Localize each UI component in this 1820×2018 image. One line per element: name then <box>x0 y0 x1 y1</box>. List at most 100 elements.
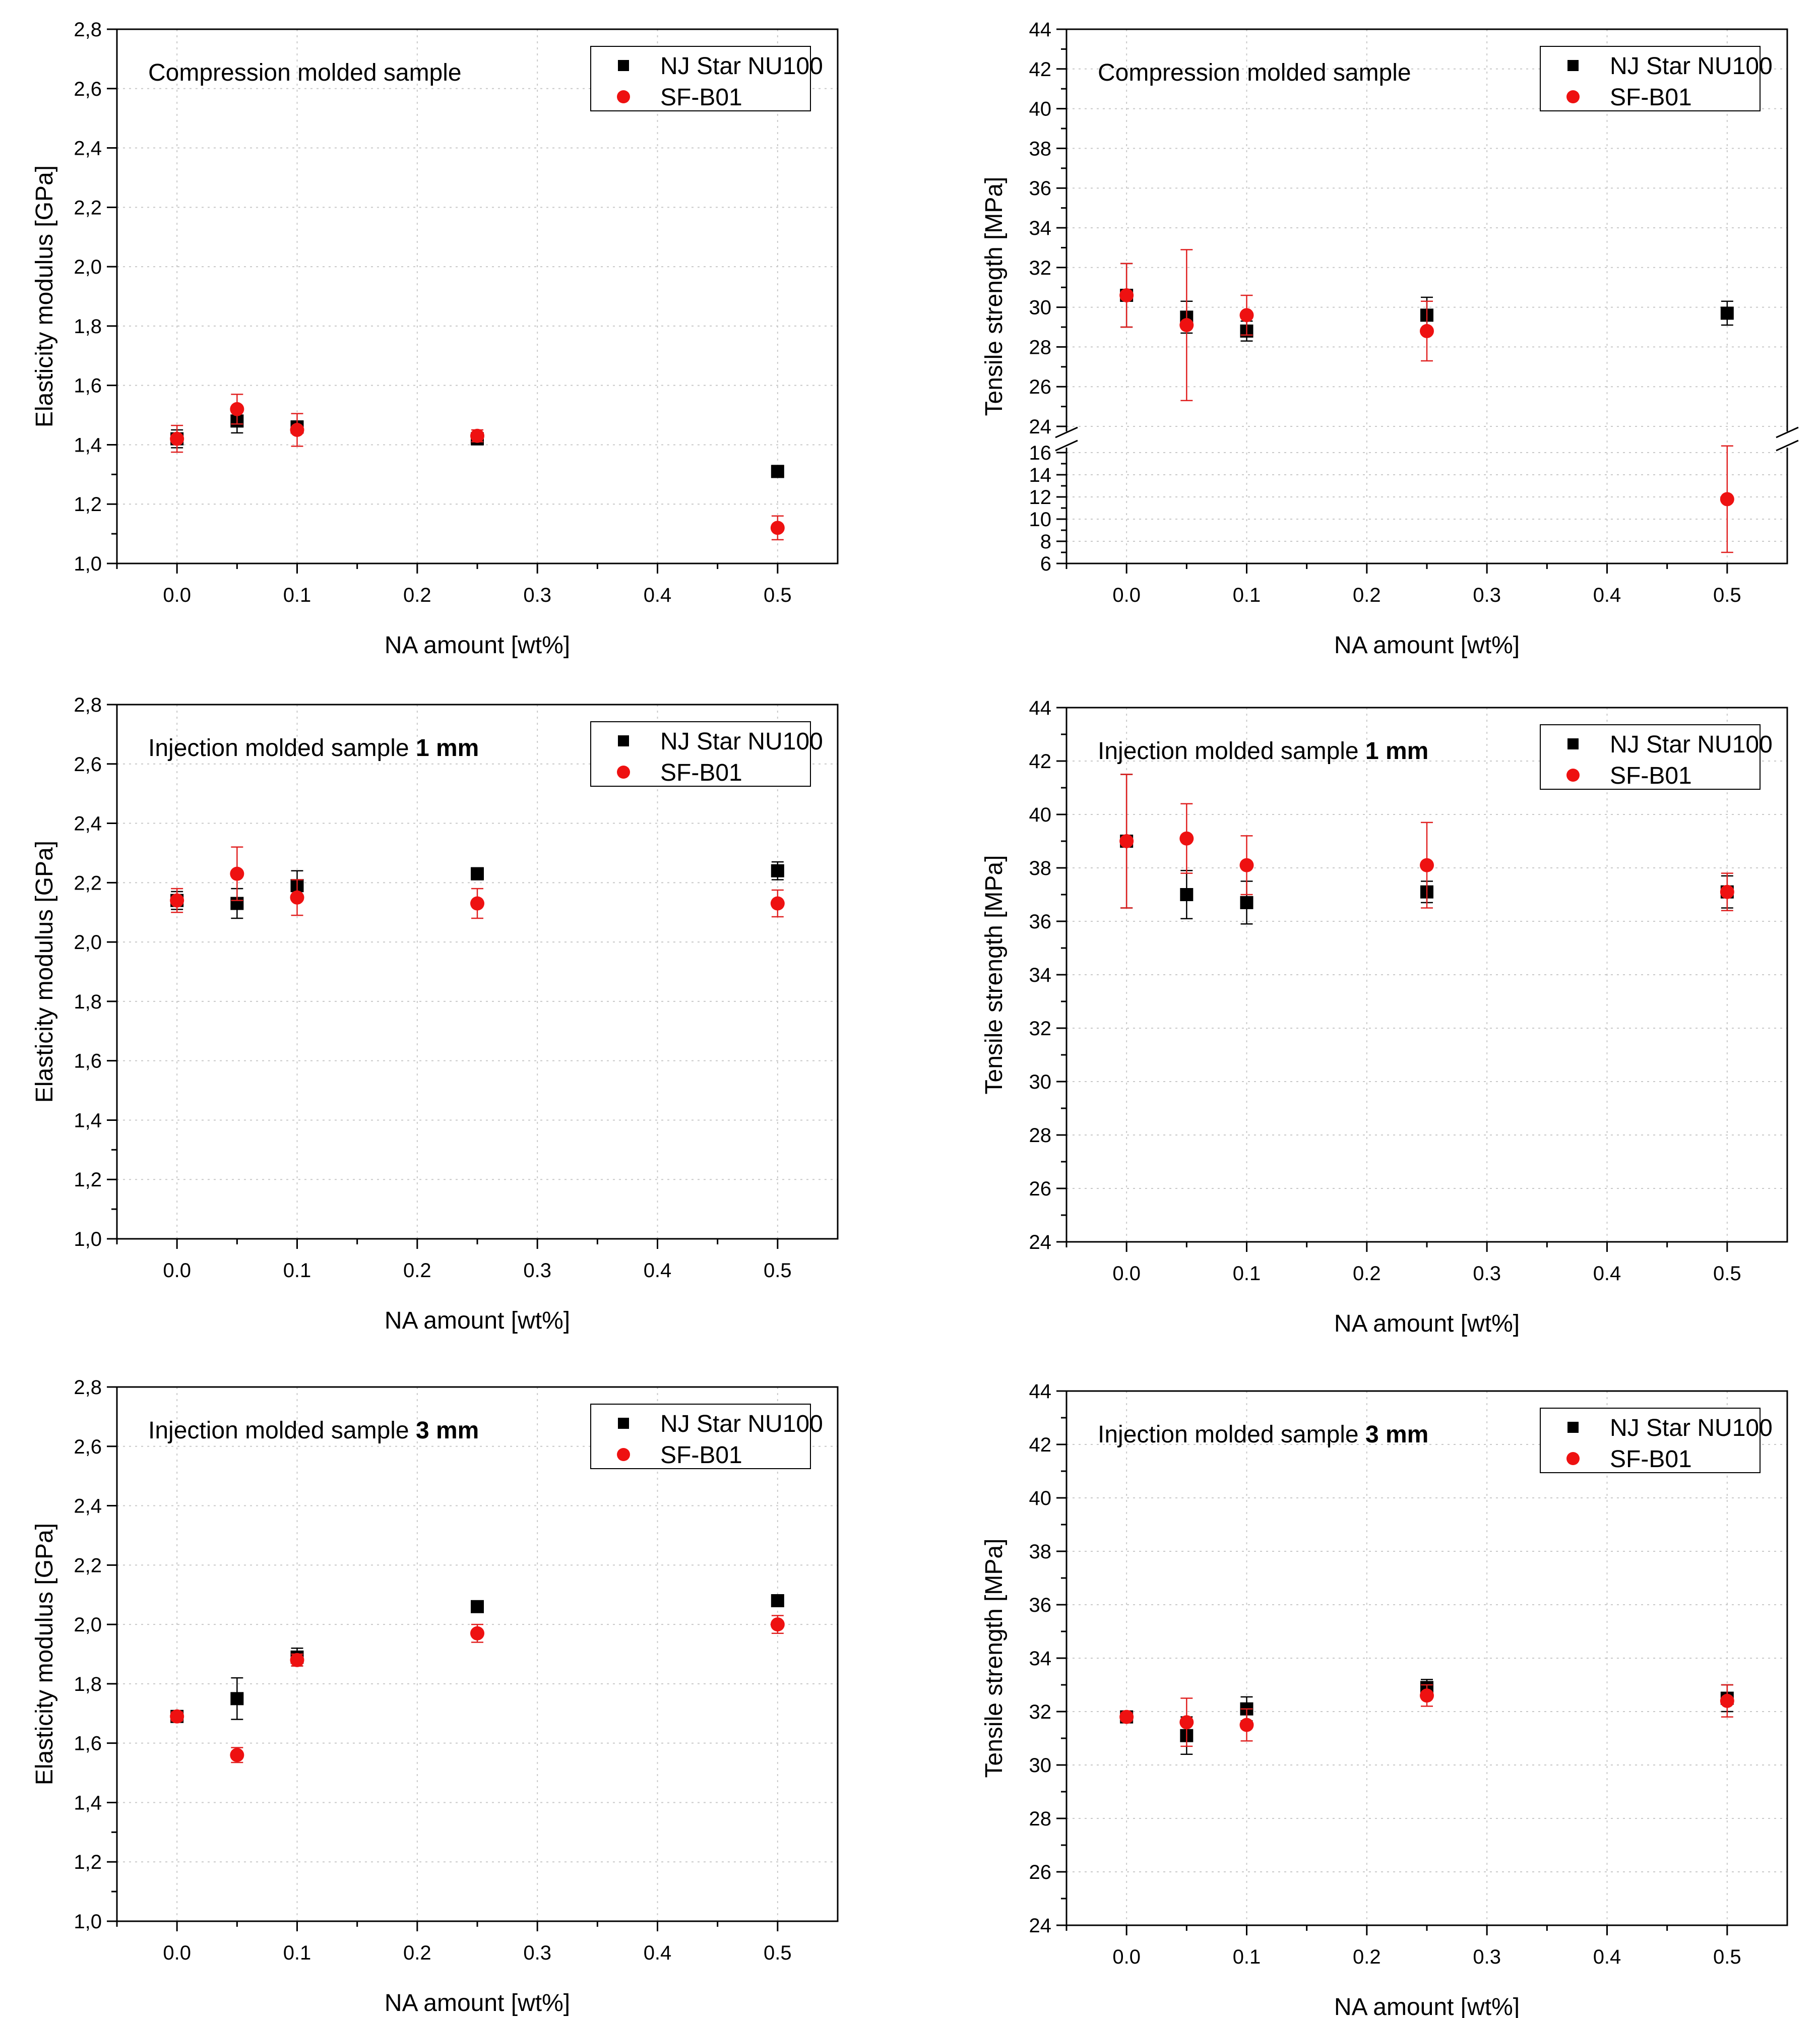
legend-label: SF-B01 <box>660 1442 742 1469</box>
y-tick-label: 2,4 <box>74 1495 102 1518</box>
data-point-circle <box>1119 834 1134 848</box>
data-point-circle <box>170 1709 184 1724</box>
y-tick-label: 42 <box>1029 1434 1052 1456</box>
y-tick-label: 30 <box>1029 1754 1052 1777</box>
panel-cm-modulus: 0.0 0.1 0.2 0.3 0.4 0.5 1,0 1,2 1,4 1,6 1,8 2,0 2,2 2… <box>31 19 839 659</box>
x-tick-label: 0.0 <box>1112 1263 1141 1285</box>
y-tick-label: 44 <box>1029 1380 1052 1403</box>
series-sf-b01 <box>170 394 785 541</box>
legend-label: NJ Star NU100 <box>1610 1415 1773 1441</box>
y-tick-label: 44 <box>1029 19 1052 41</box>
x-tick-label: 0.3 <box>1473 1263 1501 1285</box>
panel-annotation: Injection molded sample 3 mm <box>148 1417 479 1444</box>
y-tick-label: 2,2 <box>74 197 102 219</box>
y-tick-label: 42 <box>1029 750 1052 773</box>
y-tick-label: 1,4 <box>74 1792 102 1814</box>
x-tick-label: 0.0 <box>163 584 191 606</box>
data-point-circle <box>170 893 184 908</box>
data-point-circle <box>290 1653 304 1667</box>
x-tick-label: 0.4 <box>644 584 672 606</box>
panel-annotation: Compression molded sample <box>1098 59 1411 86</box>
legend: NJ Star NU100 SF-B01 <box>590 1404 823 1469</box>
x-axis-title: NA amount [wt%] <box>1334 1310 1520 1337</box>
data-point-circle <box>770 521 785 535</box>
y-tick-label: 26 <box>1029 376 1052 398</box>
x-tick-label: 0.1 <box>1233 1263 1261 1285</box>
y-tick-label: 1,8 <box>74 991 102 1013</box>
data-point-square <box>471 1600 484 1613</box>
y-tick-label: 40 <box>1029 98 1052 120</box>
legend-label: SF-B01 <box>660 84 742 111</box>
data-point-circle <box>470 896 484 911</box>
y-tick-label: 2,2 <box>74 1554 102 1576</box>
legend-label: NJ Star NU100 <box>660 1411 823 1437</box>
annotation-bold: 1 mm <box>416 735 479 762</box>
x-axis-title: NA amount [wt%] <box>385 1307 570 1334</box>
data-point-circle <box>770 1617 785 1632</box>
axis-break-mark <box>1776 426 1799 438</box>
panel-cm-tensile: 0.0 0.1 0.2 0.3 0.4 0.5 24 26 28 30 32 34 36 38 40 42 44… <box>981 19 1799 659</box>
x-tick-label: 0.5 <box>764 584 792 606</box>
data-point-circle <box>1420 1688 1434 1703</box>
x-tick-label: 0.1 <box>283 1942 311 1964</box>
y-tick-label: 1,2 <box>74 1851 102 1873</box>
y-tick-label: 24 <box>1029 1915 1052 1937</box>
y-tick-label: 34 <box>1029 217 1052 239</box>
y-tick-label: 8 <box>1040 531 1051 553</box>
x-tick-label: 0.2 <box>1353 1946 1381 1968</box>
x-tick-label: 0.5 <box>1713 1946 1741 1968</box>
y-tick-label: 30 <box>1029 1071 1052 1093</box>
y-tick-label: 2,0 <box>74 931 102 954</box>
x-tick-label: 0.3 <box>1473 1946 1501 1968</box>
data-point-circle <box>1239 308 1254 323</box>
x-tick-label: 0.5 <box>764 1259 792 1282</box>
legend-label: SF-B01 <box>1610 763 1692 789</box>
annotation-bold: 3 mm <box>1365 1421 1428 1448</box>
x-axis-title: NA amount [wt%] <box>385 1990 570 2016</box>
data-point-circle <box>1119 1710 1134 1724</box>
annotation-bold: 1 mm <box>1365 738 1428 765</box>
x-tick-label: 0.0 <box>1112 1946 1141 1968</box>
y-tick-label: 44 <box>1029 697 1052 719</box>
axis-break-mark <box>1055 426 1078 438</box>
y-tick-label: 1,0 <box>74 553 102 575</box>
x-tick-label: 0.1 <box>283 584 311 606</box>
data-point-circle <box>1420 324 1434 338</box>
legend-marker-square <box>618 735 629 746</box>
y-tick-label: 16 <box>1029 442 1052 464</box>
annotation-text: Compression molded sample <box>1098 59 1411 86</box>
series-sf-b01 <box>170 846 785 919</box>
legend-label: SF-B01 <box>1610 84 1692 111</box>
x-tick-label: 0.3 <box>523 1942 551 1964</box>
y-axis-title: Tensile strength [MPa] <box>981 1539 1008 1778</box>
data-point-circle <box>1179 318 1194 333</box>
y-tick-label: 1,4 <box>74 434 102 456</box>
y-tick-label: 28 <box>1029 1124 1052 1147</box>
data-point-square <box>771 1594 784 1607</box>
data-point-square <box>471 867 484 880</box>
y-tick-label: 34 <box>1029 964 1052 986</box>
y-tick-label: 24 <box>1029 416 1052 438</box>
y-tick-label: 38 <box>1029 857 1052 879</box>
x-tick-label: 0.4 <box>1593 584 1621 606</box>
y-tick-label: 28 <box>1029 336 1052 358</box>
legend-marker-circle <box>1566 1452 1580 1465</box>
y-tick-label: 1,6 <box>74 1733 102 1755</box>
panel-im1-tensile: 0.0 0.1 0.2 0.3 0.4 0.5 24 26 28 30 32 34 36 38 40 42 44… <box>981 697 1788 1337</box>
y-tick-label: 2,4 <box>74 138 102 160</box>
y-tick-label: 10 <box>1029 509 1052 531</box>
y-tick-label: 34 <box>1029 1648 1052 1670</box>
x-tick-label: 0.5 <box>1713 584 1741 606</box>
y-axis-title: Elasticity modulus [GPa] <box>31 1523 58 1785</box>
data-point-square <box>1240 896 1253 909</box>
y-tick-label: 2,0 <box>74 1614 102 1636</box>
data-point-circle <box>1119 288 1134 302</box>
x-tick-label: 0.4 <box>644 1259 672 1282</box>
y-tick-label: 1,6 <box>74 375 102 397</box>
panel-im3-modulus: 0.0 0.1 0.2 0.3 0.4 0.5 1,0 1,2 1,4 1,6 1,8 2,0 2,2 2… <box>31 1376 839 2016</box>
data-point-circle <box>170 431 184 446</box>
y-tick-label: 38 <box>1029 138 1052 160</box>
x-tick-label: 0.4 <box>1593 1263 1621 1285</box>
y-tick-label: 38 <box>1029 1541 1052 1563</box>
y-tick-label: 36 <box>1029 911 1052 933</box>
